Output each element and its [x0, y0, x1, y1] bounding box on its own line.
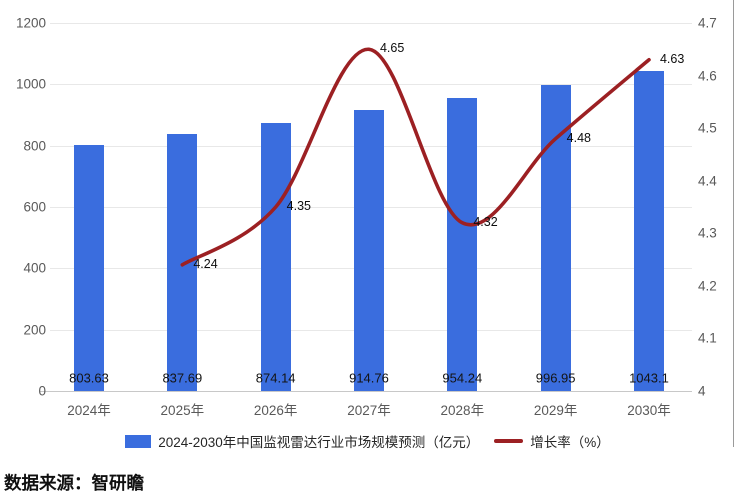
right-axis-tick-4.3: 4.3 [698, 225, 717, 241]
x-axis-label-2026年: 2026年 [253, 403, 298, 418]
x-axis-label-2025年: 2025年 [160, 403, 205, 418]
line-value-2027年: 4.65 [379, 41, 405, 56]
right-axis-tick-4.5: 4.5 [698, 120, 717, 136]
right-axis-tick-4: 4 [698, 383, 706, 399]
x-axis-label-2030年: 2030年 [627, 403, 671, 418]
data-source-caption: 数据来源：智研瞻 [4, 473, 144, 493]
right-axis-tick-4.6: 4.6 [698, 68, 717, 84]
right-axis-tick-4.7: 4.7 [698, 15, 717, 31]
bar-value-2028年: 954.24 [442, 370, 483, 386]
bar-2026年 [260, 122, 291, 391]
right-axis-tick-4.2: 4.2 [698, 278, 717, 294]
left-axis-tick-1200: 1200 [15, 15, 46, 31]
legend-bar-label: 2024-2030年中国监视雷达行业市场规模预测（亿元） [158, 435, 480, 450]
x-axis-label-2024年: 2024年 [67, 403, 111, 418]
legend-line-swatch-icon [494, 439, 524, 443]
left-axis-tick-400: 400 [23, 260, 46, 276]
bar-value-2029年: 996.95 [535, 370, 576, 386]
x-axis-label-2028年: 2028年 [440, 403, 485, 418]
left-axis-tick-200: 200 [23, 322, 46, 338]
bar-2028年 [447, 98, 478, 391]
x-axis-label-2029年: 2029年 [533, 403, 578, 418]
line-value-2025年: 4.24 [193, 256, 218, 271]
left-axis-tick-0: 0 [38, 383, 46, 399]
bar-value-2030年: 1043.1 [629, 370, 669, 386]
bar-value-2026年: 874.14 [255, 370, 296, 386]
gridline-1200 [50, 23, 692, 24]
x-axis-line [40, 391, 692, 392]
right-axis-tick-4.1: 4.1 [698, 330, 717, 346]
line-value-2026年: 4.35 [286, 199, 311, 213]
legend-line-label: 增长率（%） [530, 435, 610, 450]
line-value-2029年: 4.48 [566, 130, 591, 145]
bar-2024年 [74, 144, 104, 391]
x-axis-label-2027年: 2027年 [347, 403, 391, 418]
bar-2030年 [633, 71, 664, 391]
line-value-2030年: 4.63 [659, 51, 685, 66]
right-axis-tick-4.4: 4.4 [698, 173, 717, 189]
bar-2027年 [353, 110, 384, 391]
legend: 2024-2030年中国监视雷达行业市场规模预测（亿元） 增长率（%） [0, 431, 735, 451]
left-axis-tick-600: 600 [23, 199, 46, 215]
bar-value-2024年: 803.63 [69, 370, 109, 386]
bar-value-2025年: 837.69 [162, 370, 203, 386]
left-axis-tick-800: 800 [23, 138, 46, 154]
gridline-1000 [50, 84, 692, 86]
bar-value-2027年: 914.76 [349, 370, 389, 386]
line-value-2028年: 4.32 [473, 214, 498, 229]
growth-rate-line-path [180, 47, 651, 267]
left-axis-tick-1000: 1000 [15, 76, 46, 92]
legend-bar-swatch-icon [125, 434, 152, 448]
screenshot-edge-line [733, 0, 734, 447]
